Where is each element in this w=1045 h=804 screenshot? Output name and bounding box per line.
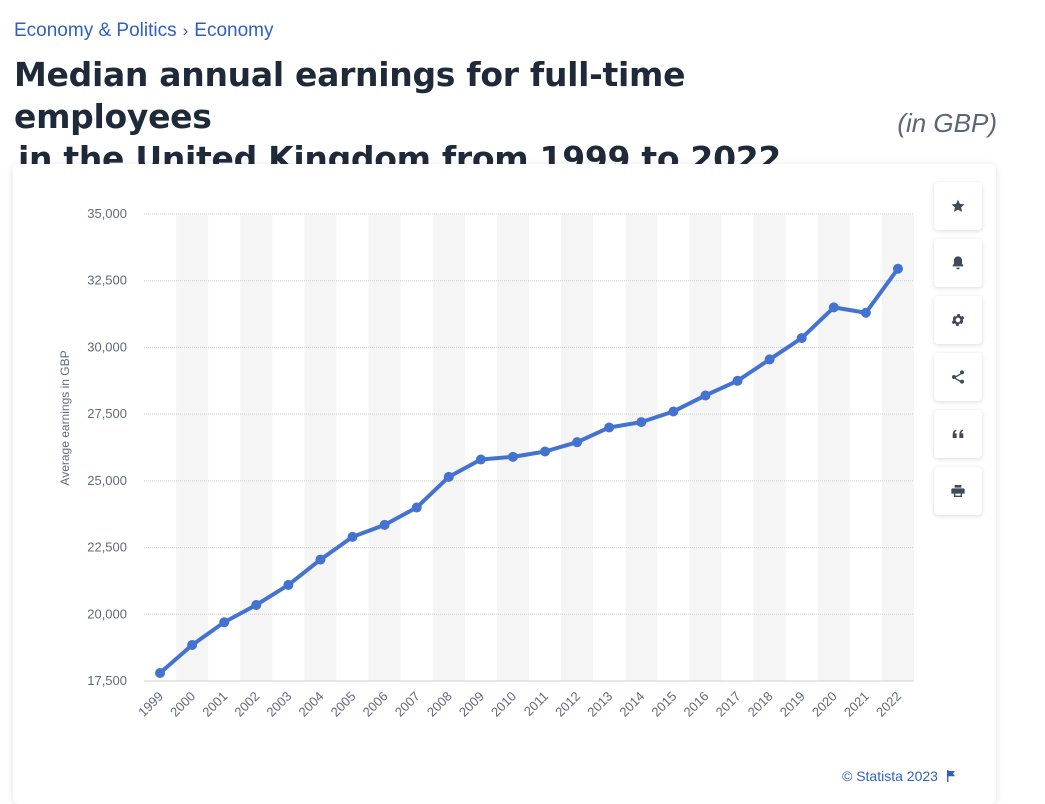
statista-credit[interactable]: © Statista 2023: [842, 768, 956, 784]
data-point[interactable]: [315, 554, 326, 565]
data-point[interactable]: [572, 437, 583, 448]
y-axis-label: Average earnings in GBP: [58, 350, 72, 485]
share-icon: [952, 370, 964, 384]
x-tick-label: 2011: [521, 689, 551, 719]
data-point[interactable]: [668, 406, 679, 417]
x-tick-label: 2016: [681, 689, 712, 720]
share-button[interactable]: [934, 353, 982, 401]
credit-text: © Statista 2023: [842, 768, 938, 784]
data-series: [155, 263, 903, 678]
data-point[interactable]: [636, 417, 647, 428]
data-point[interactable]: [796, 333, 807, 344]
page-title-line-1: Median annual earnings for full-time emp…: [14, 55, 686, 136]
settings-button[interactable]: [934, 296, 982, 344]
data-point[interactable]: [700, 390, 711, 401]
gridlines: [144, 213, 914, 682]
data-point[interactable]: [251, 599, 262, 610]
x-tick-label: 2010: [488, 689, 519, 720]
column-band: [881, 214, 914, 681]
flag-icon: [946, 770, 955, 782]
x-tick-label: 2020: [809, 689, 840, 720]
data-point[interactable]: [443, 471, 454, 482]
x-tick-label: 2006: [360, 689, 391, 720]
favorite-button[interactable]: [934, 182, 982, 230]
page-title: Median annual earnings for full-time emp…: [14, 54, 874, 180]
breadcrumb: Economy & Politics › Economy: [14, 20, 274, 42]
print-button[interactable]: [934, 467, 982, 515]
column-band: [304, 214, 337, 681]
column-band: [368, 214, 401, 681]
x-axis-ticks: 1999 2000 2001 2002 2003 2004 2005 2006 2007 2008…: [135, 689, 904, 720]
data-point[interactable]: [475, 454, 486, 465]
notification-button[interactable]: [934, 239, 982, 287]
bell-icon: [952, 256, 964, 270]
x-tick-label: 2013: [584, 689, 615, 720]
column-bands: [176, 214, 914, 681]
column-band: [432, 214, 465, 681]
column-band: [817, 214, 850, 681]
data-point[interactable]: [732, 375, 743, 386]
data-point[interactable]: [411, 502, 422, 513]
column-band: [496, 214, 529, 681]
gear-icon: [951, 314, 965, 326]
breadcrumb-link-economy-politics[interactable]: Economy & Politics: [14, 20, 177, 41]
data-point[interactable]: [155, 667, 166, 678]
x-tick-label: 2017: [713, 689, 744, 720]
x-tick-label: 2007: [392, 689, 423, 720]
y-axis-ticks: 17,500 20,000 22,500 25,000 27,500 30,000 32,5…: [87, 206, 127, 688]
column-band: [625, 214, 658, 681]
line-chart: 17,500 20,000 22,500 25,000 27,500 30,000 32,5…: [58, 206, 914, 720]
breadcrumb-separator: ›: [182, 21, 189, 40]
y-tick-label: 17,500: [87, 673, 127, 688]
y-tick-label: 25,000: [87, 473, 127, 488]
x-tick-label: 2009: [456, 689, 487, 720]
x-tick-label: 2012: [552, 689, 583, 720]
x-tick-label: 2019: [777, 689, 808, 720]
breadcrumb-link-economy[interactable]: Economy: [194, 20, 274, 41]
x-tick-label: 2022: [873, 689, 904, 720]
data-point[interactable]: [828, 302, 839, 313]
y-tick-label: 22,500: [87, 540, 127, 555]
x-tick-label: 2021: [841, 689, 872, 720]
x-tick-label: 2018: [745, 689, 776, 720]
column-band: [176, 214, 209, 681]
print-icon: [951, 485, 965, 497]
data-point[interactable]: [187, 639, 198, 650]
column-band: [561, 214, 594, 681]
data-point[interactable]: [219, 617, 230, 628]
data-point[interactable]: [347, 531, 358, 542]
y-tick-label: 27,500: [87, 406, 127, 421]
x-tick-label: 2002: [231, 689, 262, 720]
quote-icon: [952, 429, 964, 438]
data-point[interactable]: [860, 307, 871, 318]
chart-toolbar: [934, 182, 982, 515]
x-tick-label: 1999: [135, 689, 166, 720]
unit-note: (in GBP): [897, 108, 997, 138]
column-band: [689, 214, 722, 681]
series-line: [158, 266, 900, 675]
star-icon: [951, 199, 965, 212]
y-tick-label: 20,000: [87, 606, 127, 621]
data-point[interactable]: [540, 446, 551, 457]
x-tick-label: 2005: [328, 689, 359, 720]
y-tick-label: 35,000: [87, 206, 127, 221]
x-tick-label: 2015: [648, 689, 679, 720]
data-point[interactable]: [283, 579, 294, 590]
data-point[interactable]: [507, 451, 518, 462]
x-tick-label: 2008: [424, 689, 455, 720]
column-band: [753, 214, 786, 681]
y-tick-label: 32,500: [87, 273, 127, 288]
x-tick-label: 2003: [263, 689, 294, 720]
data-point[interactable]: [604, 422, 615, 433]
x-tick-label: 2000: [167, 689, 198, 720]
data-point[interactable]: [764, 354, 775, 365]
x-tick-label: 2004: [296, 689, 327, 720]
y-tick-label: 30,000: [87, 339, 127, 354]
cite-button[interactable]: [934, 410, 982, 458]
data-point[interactable]: [379, 519, 390, 530]
chart-card: 17,500 20,000 22,500 25,000 27,500 30,000 32,5…: [13, 164, 996, 804]
x-tick-label: 2014: [616, 689, 647, 720]
data-point[interactable]: [892, 263, 903, 274]
x-tick-label: 2001: [199, 689, 230, 720]
